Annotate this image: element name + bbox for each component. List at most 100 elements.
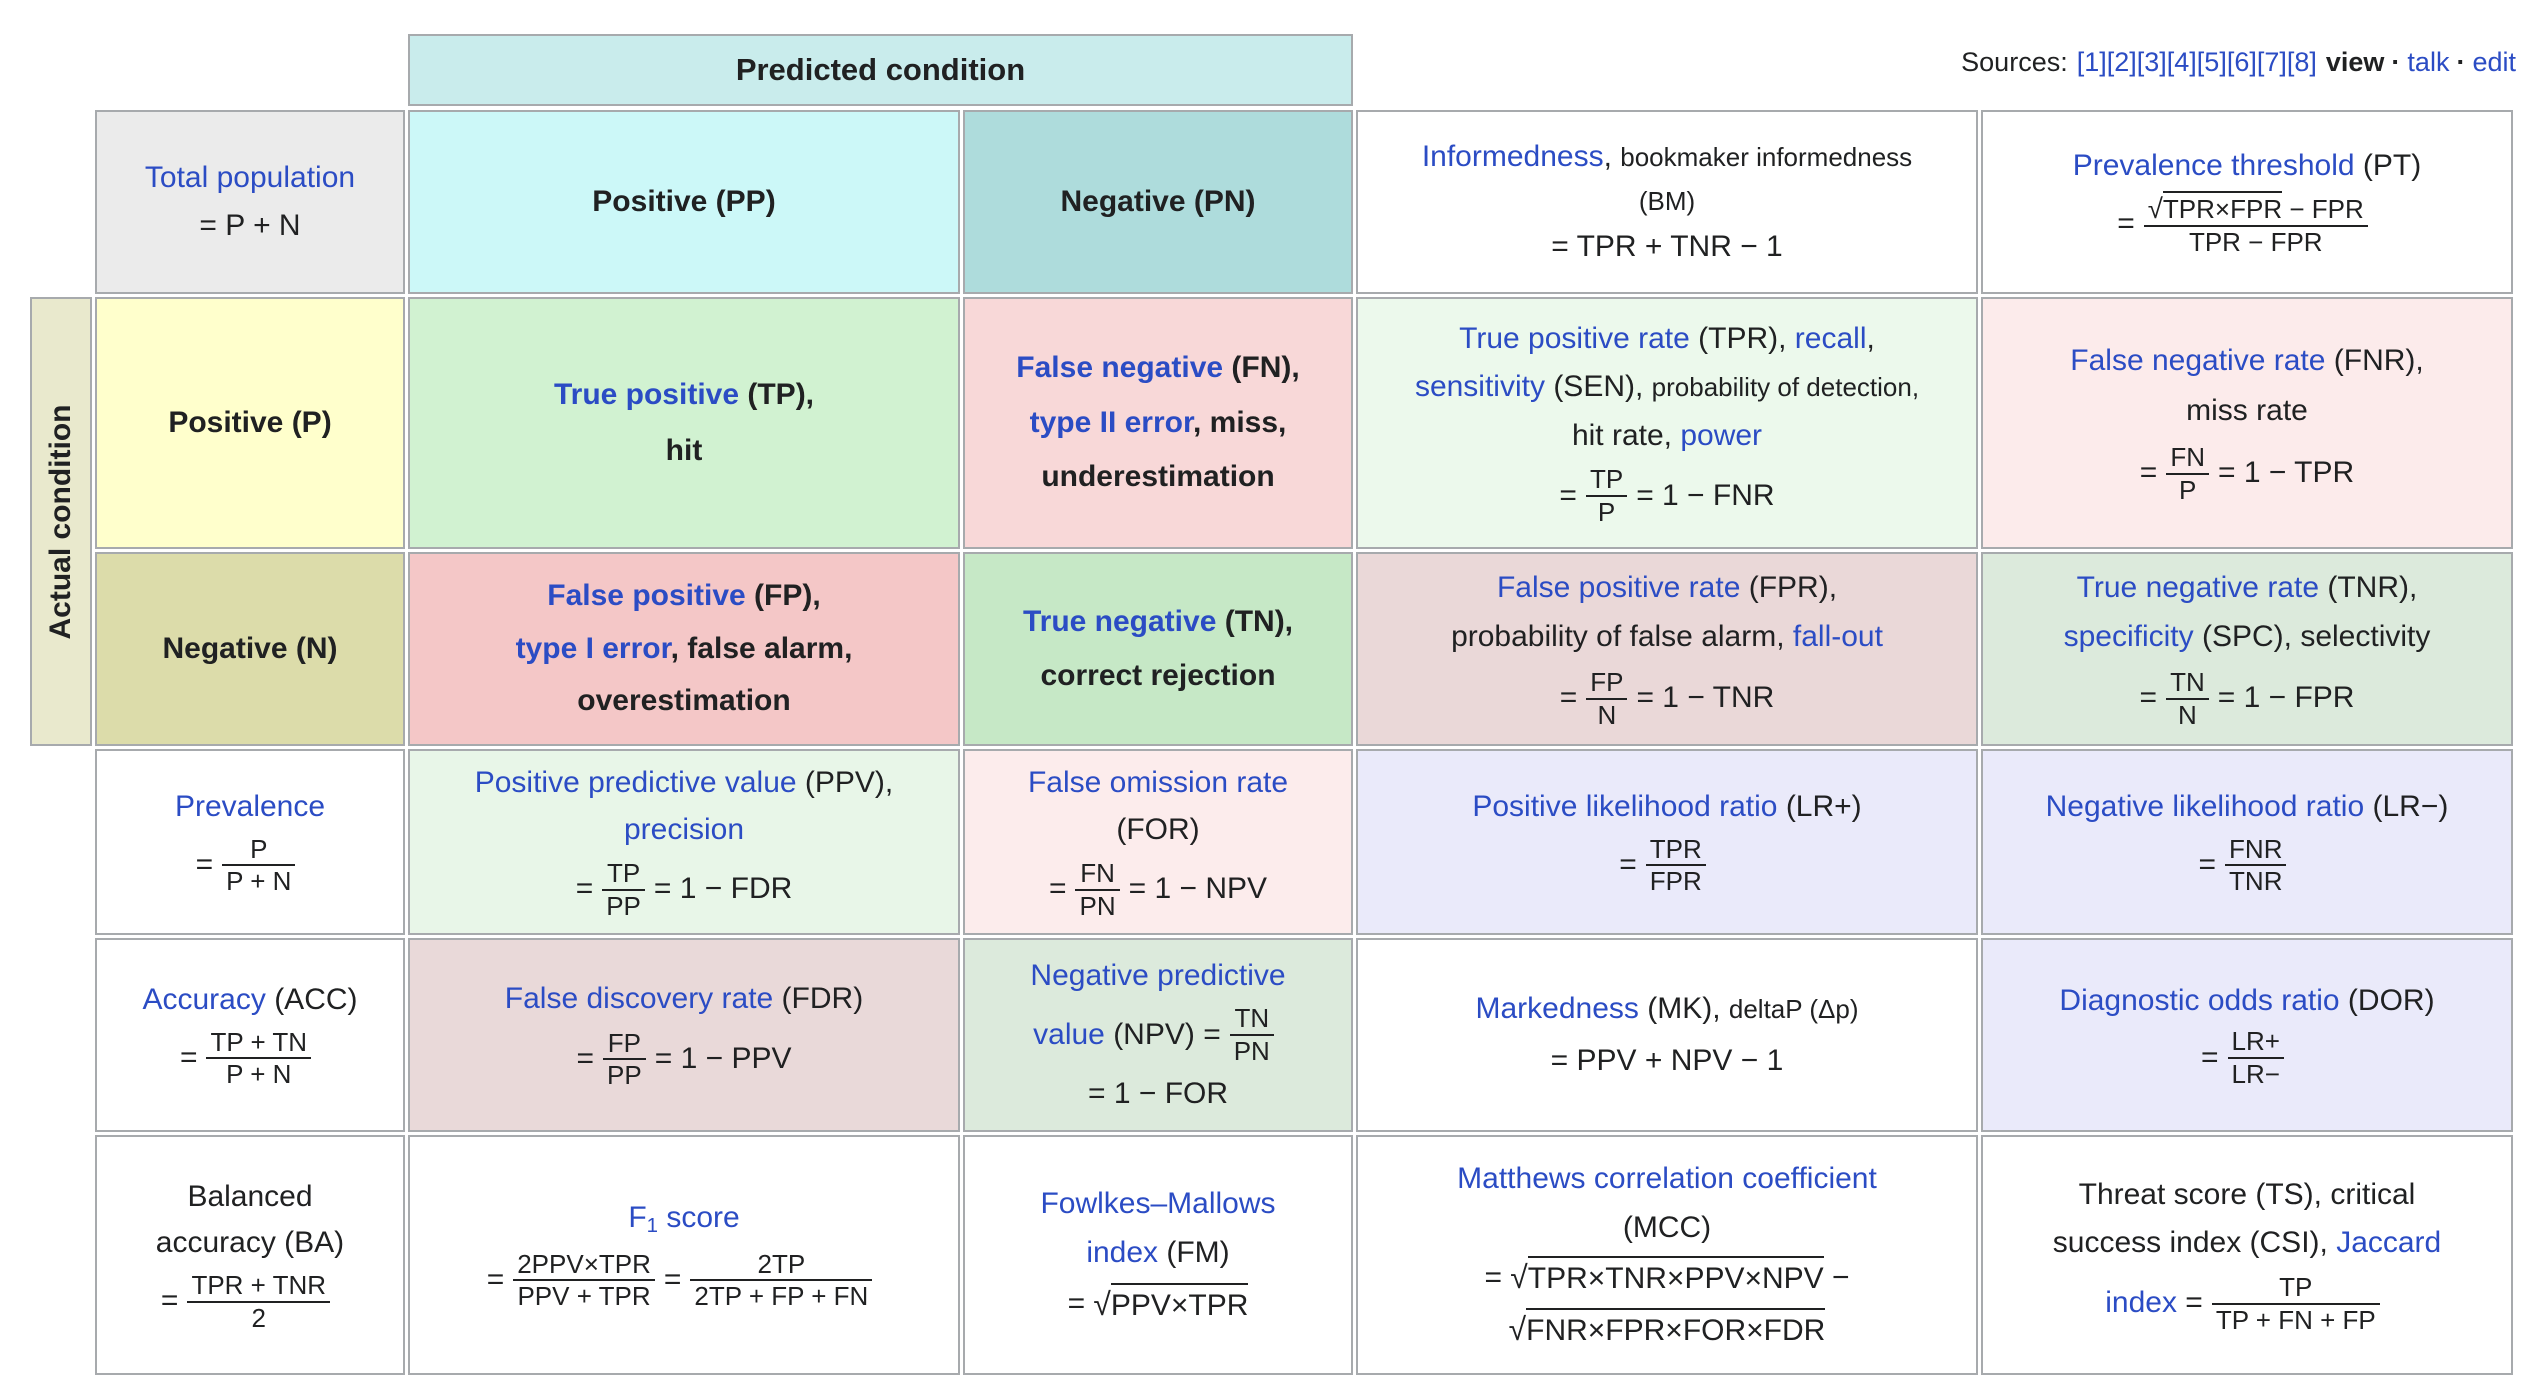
- fraction: TP + TN P + N: [206, 1027, 312, 1090]
- diagnostic-odds-ratio-link[interactable]: Diagnostic odds ratio: [2059, 983, 2340, 1017]
- separator-dot: ·: [2391, 47, 2401, 77]
- sources-refs-links[interactable]: [1][2][3][4][5][6][7][8]: [2076, 47, 2317, 77]
- negative-likelihood-ratio-link[interactable]: Negative likelihood ratio: [2045, 790, 2365, 824]
- actual-positive-label: Positive (P): [168, 405, 332, 439]
- cell-tpr: True positive rate (TPR), recall, sensit…: [1356, 297, 1978, 549]
- actual-negative-label: Negative (N): [162, 631, 338, 665]
- power-link[interactable]: power: [1680, 418, 1763, 452]
- false-positive-link[interactable]: False positive: [547, 579, 746, 613]
- fowlkes-mallows-link-part1[interactable]: Fowlkes–Mallows: [1040, 1186, 1276, 1220]
- f1-score-link[interactable]: F1 score: [628, 1201, 740, 1238]
- false-negative-rate-link[interactable]: False negative rate: [2070, 343, 2326, 377]
- accuracy-formula: = TP + TN P + N: [180, 1027, 320, 1090]
- total-population-formula: = P + N: [199, 209, 301, 242]
- mcc-formula-line1: = √ TPR×TNR×PPV×NPV −: [1484, 1256, 1850, 1300]
- markedness-formula: = PPV + NPV − 1: [1550, 1044, 1784, 1077]
- vte-edit-link[interactable]: edit: [2472, 47, 2516, 77]
- type-ii-error-link[interactable]: type II error: [1029, 405, 1193, 439]
- cell-prevalence-threshold: Prevalence threshold (PT) = √ TPR×FPR − F…: [1981, 110, 2513, 294]
- vte-view-link[interactable]: view: [2325, 47, 2385, 77]
- false-discovery-rate-link[interactable]: False discovery rate: [504, 982, 774, 1016]
- cell-lr-minus: Negative likelihood ratio (LR−) = FNR TNR: [1981, 749, 2513, 935]
- cell-ppv: Positive predictive value (PPV), precisi…: [408, 749, 960, 935]
- fraction: TPR FPR: [1645, 834, 1706, 897]
- false-positive-rate-link[interactable]: False positive rate: [1496, 570, 1741, 604]
- fraction: TN N: [2166, 667, 2209, 730]
- true-negative-synonym: correct rejection: [1040, 659, 1276, 692]
- npv-link-part1[interactable]: Negative predictive: [1030, 958, 1286, 992]
- cell-for: False omission rate (FOR) = FN PN = 1 − N…: [963, 749, 1353, 935]
- f1-formula: = 2PPV×TPR PPV + TPR = 2TP 2TP + FP + FN: [487, 1249, 882, 1312]
- true-negative-link[interactable]: True negative: [1022, 604, 1217, 638]
- predicted-condition-header: Predicted condition: [408, 34, 1353, 106]
- cell-accuracy: Accuracy (ACC) = TP + TN P + N: [95, 938, 405, 1132]
- specificity-link[interactable]: specificity: [2063, 620, 2194, 654]
- cell-fdr: False discovery rate (FDR) = FP PP = 1 − …: [408, 938, 960, 1132]
- true-negative-rate-link[interactable]: True negative rate: [2076, 570, 2320, 604]
- cell-dor: Diagnostic odds ratio (DOR) = LR+ LR−: [1981, 938, 2513, 1132]
- cell-fpr: False positive rate (FPR), probability o…: [1356, 552, 1978, 746]
- sources-line: Sources: [1][2][3][4][5][6][7][8] view · tal…: [1961, 44, 2516, 80]
- cell-fnr: False negative rate (FNR), miss rate = F…: [1981, 297, 2513, 549]
- npv-link-part2[interactable]: value: [1033, 1017, 1105, 1051]
- positive-likelihood-ratio-link[interactable]: Positive likelihood ratio: [1472, 790, 1778, 824]
- total-population-link[interactable]: Total population: [144, 160, 356, 194]
- prevalence-link[interactable]: Prevalence: [174, 790, 326, 824]
- recall-link[interactable]: recall: [1794, 321, 1867, 355]
- actual-condition-sidebar: Actual condition: [30, 297, 92, 746]
- sensitivity-link[interactable]: sensitivity: [1414, 370, 1545, 404]
- type-i-error-link[interactable]: type I error: [515, 631, 671, 665]
- cell-predicted-positive: Positive (PP): [408, 110, 960, 294]
- fraction: FN P: [2166, 442, 2209, 505]
- prevalence-threshold-link[interactable]: Prevalence threshold: [2072, 149, 2355, 183]
- cell-threat-score: Threat score (TS), critical success inde…: [1981, 1135, 2513, 1375]
- fraction: FP PP: [603, 1028, 646, 1091]
- informedness-formula: = TPR + TNR − 1: [1551, 229, 1783, 263]
- fall-out-link[interactable]: fall-out: [1792, 620, 1883, 654]
- fraction: FNR TNR: [2225, 834, 2287, 897]
- false-negative-synonym: underestimation: [1041, 460, 1275, 494]
- tpr-synonym: probability of detection,: [1651, 372, 1920, 403]
- fpr-formula: = FP N = 1 − TNR: [1559, 666, 1775, 730]
- accuracy-link[interactable]: Accuracy: [142, 983, 266, 1017]
- cell-mcc: Matthews correlation coefficient (MCC) =…: [1356, 1135, 1978, 1375]
- cell-actual-positive: Positive (P): [95, 297, 405, 549]
- true-positive-rate-link[interactable]: True positive rate: [1459, 321, 1690, 355]
- fraction: TN PN: [1229, 1003, 1274, 1066]
- jaccard-index-link-part2[interactable]: index: [2105, 1286, 2177, 1320]
- cell-informedness: Informedness, bookmaker informedness (BM…: [1356, 110, 1978, 294]
- informedness-link[interactable]: Informedness: [1421, 139, 1604, 173]
- fraction: TP TP + FN + FP: [2211, 1272, 2380, 1335]
- cell-f1-score: F1 score = 2PPV×TPR PPV + TPR = 2TP 2TP + …: [408, 1135, 960, 1375]
- fnr-synonym: miss rate: [2186, 394, 2308, 428]
- cell-npv: Negative predictive value (NPV) = TN PN =…: [963, 938, 1353, 1132]
- markedness-link[interactable]: Markedness: [1475, 991, 1639, 1025]
- false-omission-rate-link[interactable]: False omission rate: [1027, 765, 1289, 799]
- fowlkes-mallows-link-part2[interactable]: index: [1086, 1236, 1159, 1270]
- cell-predicted-negative: Negative (PN): [963, 110, 1353, 294]
- lr-minus-formula: = FNR TNR: [2199, 834, 2296, 897]
- threat-score-formula: index = TP TP + FN + FP: [2105, 1272, 2388, 1335]
- mcc-link[interactable]: Matthews correlation coefficient: [1457, 1162, 1877, 1195]
- threat-score-label: Threat score (TS), critical: [2078, 1177, 2416, 1211]
- balanced-accuracy-formula: = TPR + TNR 2: [161, 1270, 339, 1333]
- cell-fowlkes-mallows: Fowlkes–Mallows index (FM) = √ PPV×TPR: [963, 1135, 1353, 1375]
- ppv-link[interactable]: Positive predictive value: [474, 765, 797, 799]
- dor-formula: = LR+ LR−: [2201, 1026, 2293, 1089]
- informedness-alt-label: bookmaker informedness: [1620, 141, 1913, 172]
- fraction: FP N: [1586, 667, 1628, 730]
- precision-link[interactable]: precision: [623, 813, 745, 847]
- jaccard-index-link-part1[interactable]: Jaccard: [2336, 1226, 2442, 1260]
- predicted-condition-label: Predicted condition: [735, 52, 1026, 88]
- fraction: √ TPR×FPR − FPR TPR − FPR: [2143, 190, 2368, 258]
- true-positive-link[interactable]: True positive: [553, 377, 740, 411]
- false-negative-link[interactable]: False negative: [1016, 351, 1224, 385]
- cell-markedness: Markedness (MK), deltaP (Δp) = PPV + NPV…: [1356, 938, 1978, 1132]
- cell-tnr: True negative rate (TNR), specificity (S…: [1981, 552, 2513, 746]
- cell-lr-plus: Positive likelihood ratio (LR+) = TPR FPR: [1356, 749, 1978, 935]
- fraction: TP P: [1585, 464, 1628, 527]
- vte-talk-link[interactable]: talk: [2407, 47, 2450, 77]
- fraction: TP PP: [602, 858, 645, 921]
